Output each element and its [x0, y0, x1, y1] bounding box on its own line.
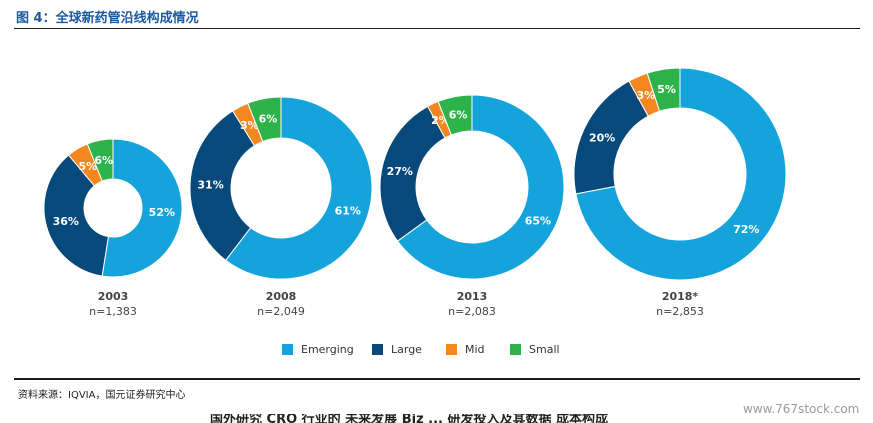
- slice-label-large: 36%: [53, 215, 79, 228]
- legend-swatch: [282, 343, 293, 355]
- chart-legend: Emerging Large Mid Small: [0, 341, 873, 359]
- year-label: 2008: [266, 290, 297, 303]
- slice-label-emerging: 65%: [525, 215, 551, 228]
- bottom-divider: [14, 378, 860, 380]
- legend-label: Large: [391, 342, 422, 356]
- slice-label-large: 20%: [589, 131, 615, 144]
- slice-emerging: [224, 96, 373, 280]
- sample-size-label: n=1,383: [89, 305, 137, 318]
- sample-size-label: n=2,853: [656, 305, 704, 318]
- legend-item-mid: Mid: [446, 341, 485, 357]
- donut-chart-2003: 52% 36% 5%6% 2003 n=1,383: [43, 138, 183, 318]
- legend-label: Small: [529, 342, 560, 356]
- slice-emerging: [396, 94, 565, 280]
- year-label: 2013: [457, 290, 488, 303]
- slice-small: [646, 67, 681, 112]
- slice-label-small: 5%: [657, 83, 676, 96]
- top-divider: [14, 28, 860, 29]
- cut-off-body-text: 国外研究 CRO 行业的 未来发展 Biz ... 研发投入及其数据 成本构成: [210, 414, 609, 423]
- slice-label-small: 6%: [94, 154, 113, 167]
- slice-label-mid: 5%: [78, 160, 97, 173]
- year-label: 2003: [98, 290, 129, 303]
- slice-label-emerging: 61%: [335, 205, 361, 218]
- year-label: 2018*: [662, 290, 699, 303]
- donut-chart-2008: 61% 31% 3% 6% 2008 n=2,049: [189, 96, 373, 318]
- slice-label-emerging: 52%: [149, 206, 175, 219]
- sample-size-label: n=2,049: [257, 305, 305, 318]
- source-note: 资料来源：IQVIA，国元证券研究中心: [18, 390, 186, 401]
- legend-item-small: Small: [510, 341, 560, 357]
- legend-item-emerging: Emerging: [282, 341, 354, 357]
- slice-small: [86, 138, 114, 182]
- legend-label: Mid: [465, 342, 485, 356]
- slice-emerging: [101, 138, 183, 278]
- slice-large: [189, 110, 256, 261]
- slice-label-emerging: 72%: [733, 223, 759, 236]
- slice-label-mid: 3%: [240, 119, 259, 132]
- figure-title: 图 4：全球新药管沿线构成情况: [16, 11, 199, 26]
- slice-label-large: 31%: [197, 179, 223, 192]
- watermark: www.767stock.com: [743, 402, 860, 416]
- donut-chart-2018: 72% 20% 3% 5% 2018* n=2,853: [573, 67, 787, 318]
- slice-label-small: 6%: [449, 108, 468, 121]
- legend-item-large: Large: [372, 341, 422, 357]
- slice-large: [43, 154, 109, 277]
- slice-small: [437, 94, 473, 136]
- slice-label-large: 27%: [387, 165, 413, 178]
- legend-label: Emerging: [301, 342, 354, 356]
- sample-size-label: n=2,083: [448, 305, 496, 318]
- slice-small: [247, 96, 282, 143]
- legend-swatch: [510, 343, 521, 355]
- slice-label-small: 6%: [259, 113, 278, 126]
- legend-swatch: [372, 343, 383, 355]
- slice-emerging: [575, 67, 787, 281]
- slice-label-mid: 3%: [637, 89, 656, 102]
- legend-swatch: [446, 343, 457, 355]
